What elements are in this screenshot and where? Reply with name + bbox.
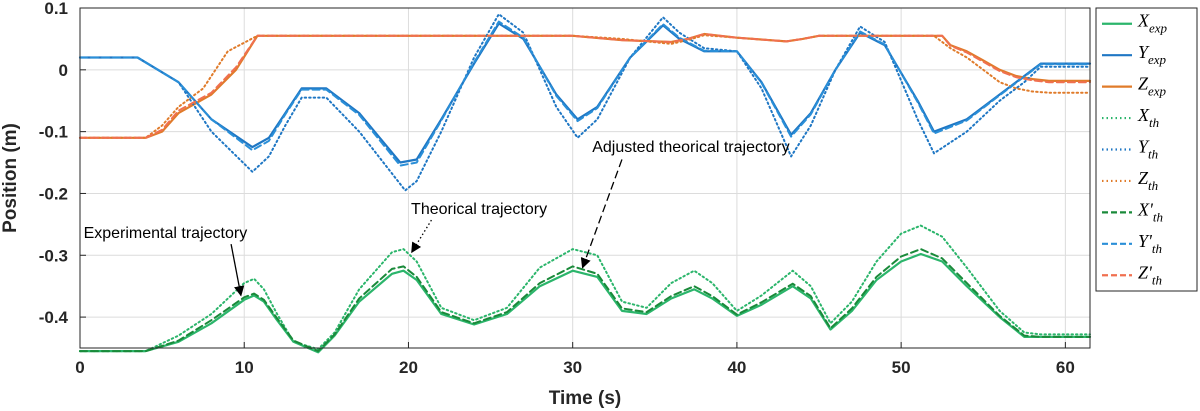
y-tick-label: -0.3 (39, 246, 68, 265)
x-tick-label: 20 (399, 358, 418, 377)
legend: Xexp Yexp Zexp Xth Yth Zth X'th Y'th Z'th (1095, 7, 1198, 292)
x-axis-title: Time (s) (549, 388, 622, 409)
legend-label-y_exp: Yexp (1138, 42, 1167, 67)
series-line-x_th (79, 224, 1091, 353)
series-line-y_th_adj (79, 20, 1091, 167)
annotation-text-0: Experimental trajectory (84, 225, 248, 242)
annotation-text-1: Theorical trajectory (411, 201, 547, 218)
legend-label-y_th: Yth (1138, 137, 1158, 162)
legend-label-z_th: Zth (1138, 168, 1158, 193)
x-tick-label: 50 (892, 358, 911, 377)
x-tick-label: 30 (563, 358, 582, 377)
x-tick-label: 60 (1056, 358, 1075, 377)
legend-label-x_th: Xth (1137, 105, 1159, 130)
y-tick-label: 0 (59, 61, 68, 80)
annotations-layer: Experimental trajectory Theorical traject… (84, 139, 790, 297)
legend-label-z_th_adj: Z'th (1138, 262, 1162, 287)
legend-label-z_exp: Zexp (1138, 74, 1167, 99)
series-line-x_th_adj (79, 248, 1091, 353)
legend-label-x_exp: Xexp (1137, 11, 1168, 36)
x-tick-label: 0 (75, 358, 84, 377)
grid-lines (79, 7, 1090, 348)
series-line-z_exp (78, 32, 1092, 139)
y-tick-label: -0.4 (39, 308, 69, 327)
series-line-z_th_adj (79, 33, 1091, 139)
annotation-arrow-2 (580, 159, 623, 269)
axis-ticks: 0 10 20 30 40 50 60 0.1 0 -0.1 -0.2 -0.3 -0.4 (39, 0, 1075, 377)
x-tick-label: 10 (235, 358, 254, 377)
y-axis-title: Position (m) (0, 123, 21, 233)
plot-area-frame (79, 7, 1091, 349)
legend-label-x_th_adj: X'th (1137, 199, 1163, 224)
series-layer (78, 13, 1092, 354)
annotation-text-2: Adjusted theorical trajectory (592, 139, 789, 156)
y-tick-label: -0.2 (39, 184, 68, 203)
legend-label-y_th_adj: Y'th (1138, 231, 1162, 256)
x-tick-label: 40 (727, 358, 746, 377)
y-tick-label: -0.1 (39, 123, 68, 142)
series-line-z_th (79, 34, 1091, 139)
series-line-y_th (79, 13, 1091, 192)
y-tick-label: 0.1 (44, 0, 68, 18)
series-line-x_exp (78, 252, 1092, 354)
annotation-arrow-0 (230, 244, 245, 297)
